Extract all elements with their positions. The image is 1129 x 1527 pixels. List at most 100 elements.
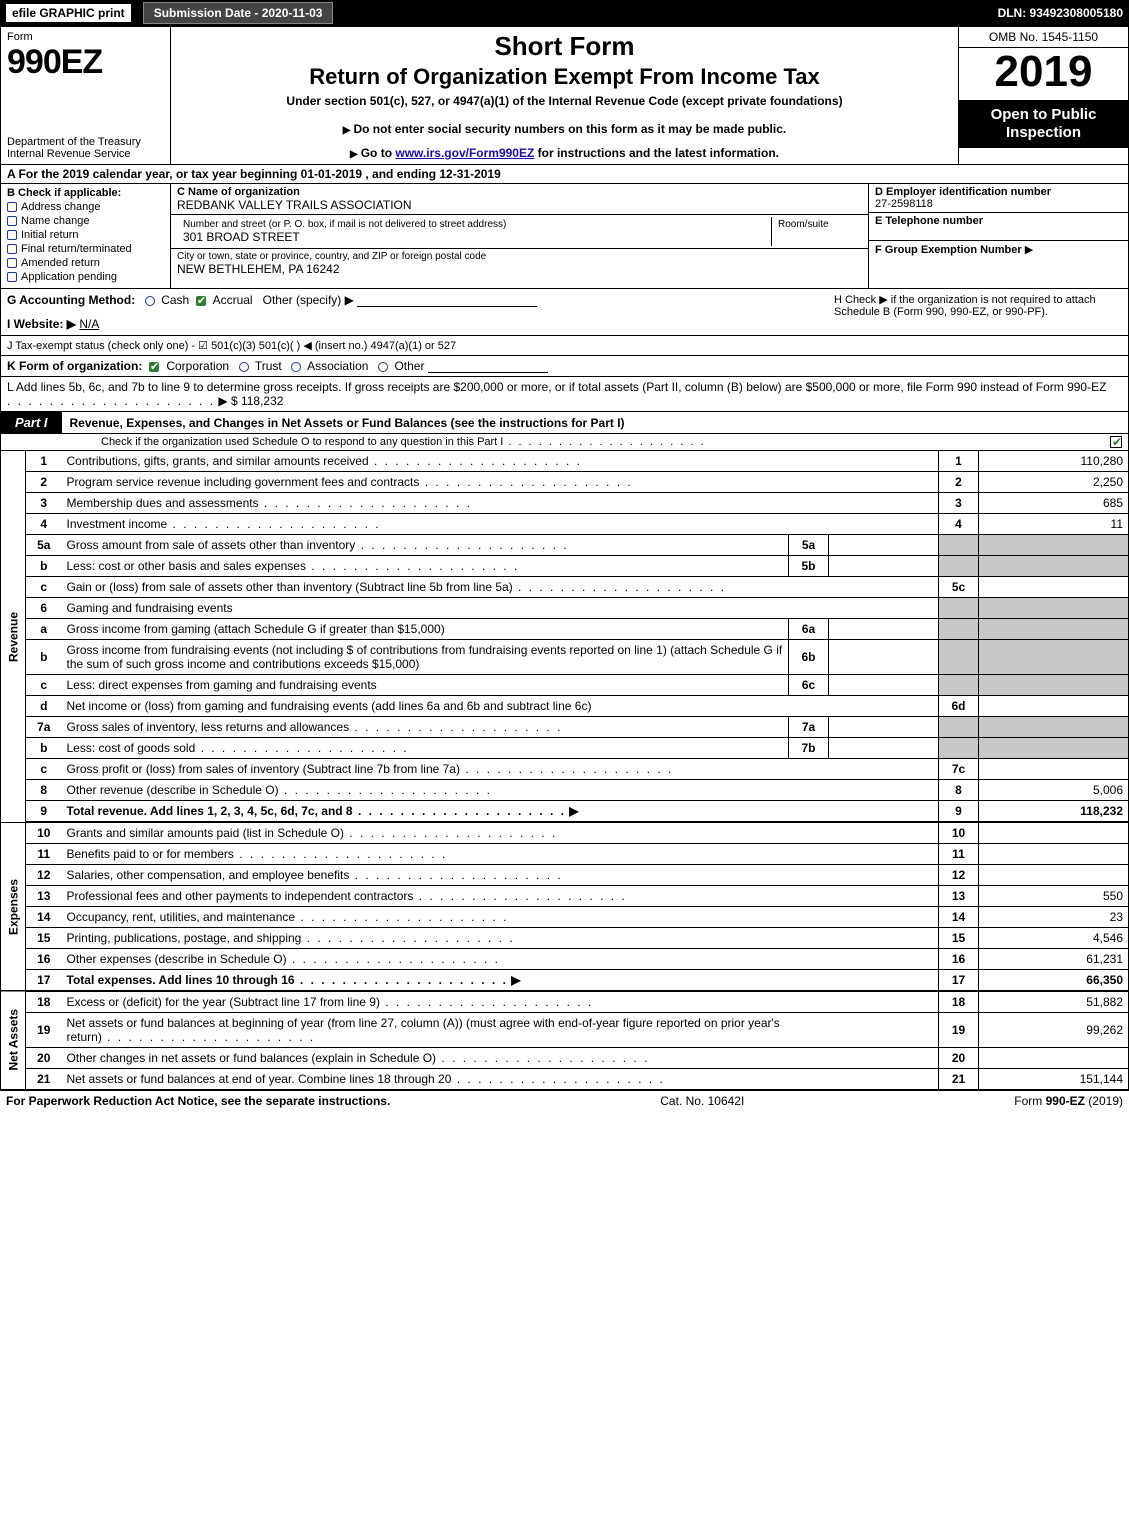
tax-year: 2019	[959, 48, 1128, 100]
radio-other[interactable]	[378, 362, 388, 372]
chk-initial-return[interactable]: Initial return	[7, 229, 164, 241]
under-section-text: Under section 501(c), 527, or 4947(a)(1)…	[179, 94, 950, 108]
line-8: 8 Other revenue (describe in Schedule O)…	[1, 780, 1129, 801]
k-label: K Form of organization:	[7, 359, 142, 373]
part-i-schedule-o-checkbox[interactable]	[1110, 436, 1122, 448]
chk-address-change[interactable]: Address change	[7, 201, 164, 213]
amt-8: 5,006	[979, 780, 1129, 801]
row-a-tax-year: A For the 2019 calendar year, or tax yea…	[0, 165, 1129, 184]
form-header: Form 990EZ Department of the Treasury In…	[0, 26, 1129, 165]
chk-accrual[interactable]	[196, 296, 206, 306]
line-5b: b Less: cost or other basis and sales ex…	[1, 556, 1129, 577]
l-text: L Add lines 5b, 6c, and 7b to line 9 to …	[7, 380, 1106, 394]
goto-prefix: Go to	[350, 146, 395, 160]
amt-2: 2,250	[979, 472, 1129, 493]
row-l-gross-receipts: L Add lines 5b, 6c, and 7b to line 9 to …	[0, 377, 1129, 412]
chk-amended-return[interactable]: Amended return	[7, 257, 164, 269]
irs-link[interactable]: www.irs.gov/Form990EZ	[395, 146, 534, 160]
amt-18: 51,882	[979, 991, 1129, 1013]
line-17: 17 Total expenses. Add lines 10 through …	[1, 970, 1129, 992]
row-j-tax-exempt: J Tax-exempt status (check only one) - ☑…	[0, 336, 1129, 356]
short-form-title: Short Form	[179, 31, 950, 62]
amt-13: 550	[979, 886, 1129, 907]
row-g: G Accounting Method: Cash Accrual Other …	[7, 293, 822, 307]
line-2: 2 Program service revenue including gove…	[1, 472, 1129, 493]
efile-print-label[interactable]: efile GRAPHIC print	[6, 4, 131, 22]
radio-trust[interactable]	[239, 362, 249, 372]
part-i-sub: Check if the organization used Schedule …	[0, 434, 1129, 451]
chk-final-return[interactable]: Final return/terminated	[7, 243, 164, 255]
b-letter: B	[7, 187, 15, 199]
submission-date-label: Submission Date - 2020-11-03	[143, 2, 334, 24]
g-other-field[interactable]	[357, 293, 537, 307]
g-label: G Accounting Method:	[7, 293, 135, 307]
line-11: 11 Benefits paid to or for members 11	[1, 844, 1129, 865]
radio-association[interactable]	[291, 362, 301, 372]
dln-label: DLN: 93492308005180	[998, 6, 1123, 20]
top-bar: efile GRAPHIC print Submission Date - 20…	[0, 0, 1129, 26]
page-footer: For Paperwork Reduction Act Notice, see …	[0, 1090, 1129, 1111]
header-right: OMB No. 1545-1150 2019 Open to Public In…	[958, 27, 1128, 164]
form-number: 990EZ	[7, 43, 164, 82]
open-to-public-inspection: Open to Public Inspection	[959, 100, 1128, 148]
line-5c: c Gain or (loss) from sale of assets oth…	[1, 577, 1129, 598]
line-7c: c Gross profit or (loss) from sales of i…	[1, 759, 1129, 780]
amt-11	[979, 844, 1129, 865]
section-b-check-applicable: B Check if applicable: Address change Na…	[1, 184, 171, 288]
c-city: NEW BETHLEHEM, PA 16242	[177, 262, 862, 276]
net-assets-section-label: Net Assets	[1, 991, 26, 1090]
footer-cat-no: Cat. No. 10642I	[660, 1094, 744, 1108]
dept-treasury: Department of the Treasury	[7, 136, 164, 148]
amt-19: 99,262	[979, 1013, 1129, 1048]
line-7b: b Less: cost of goods sold 7b	[1, 738, 1129, 759]
line-6b: b Gross income from fundraising events (…	[1, 640, 1129, 675]
c-org-name: REDBANK VALLEY TRAILS ASSOCIATION	[177, 198, 862, 212]
line-10: Expenses 10 Grants and similar amounts p…	[1, 822, 1129, 844]
part-i-tab: Part I	[1, 412, 62, 433]
row-h: H Check ▶ if the organization is not req…	[828, 289, 1128, 335]
d-ein-label: D Employer identification number	[875, 186, 1122, 198]
line-6c: c Less: direct expenses from gaming and …	[1, 675, 1129, 696]
line-14: 14 Occupancy, rent, utilities, and maint…	[1, 907, 1129, 928]
chk-corporation[interactable]	[149, 362, 159, 372]
section-bcdef: B Check if applicable: Address change Na…	[0, 184, 1129, 289]
header-left: Form 990EZ Department of the Treasury In…	[1, 27, 171, 164]
amt-20	[979, 1048, 1129, 1069]
line-6: 6 Gaming and fundraising events	[1, 598, 1129, 619]
amt-12	[979, 865, 1129, 886]
section-c-org-info: C Name of organization REDBANK VALLEY TR…	[171, 184, 868, 288]
revenue-section-label: Revenue	[1, 451, 26, 822]
i-label: I Website: ▶	[7, 317, 76, 331]
amt-16: 61,231	[979, 949, 1129, 970]
row-k-form-of-org: K Form of organization: Corporation Trus…	[0, 356, 1129, 377]
line-12: 12 Salaries, other compensation, and emp…	[1, 865, 1129, 886]
line-1: Revenue 1 Contributions, gifts, grants, …	[1, 451, 1129, 472]
amt-14: 23	[979, 907, 1129, 928]
line-9: 9 Total revenue. Add lines 1, 2, 3, 4, 5…	[1, 801, 1129, 823]
k-other-field[interactable]	[428, 359, 548, 373]
line-18: Net Assets 18 Excess or (deficit) for th…	[1, 991, 1129, 1013]
line-20: 20 Other changes in net assets or fund b…	[1, 1048, 1129, 1069]
form-word: Form	[7, 31, 164, 43]
goto-suffix: for instructions and the latest informat…	[534, 146, 779, 160]
line-16: 16 Other expenses (describe in Schedule …	[1, 949, 1129, 970]
f-group-exemption-label: F Group Exemption Number	[875, 244, 1022, 256]
radio-cash[interactable]	[145, 296, 155, 306]
c-city-label: City or town, state or province, country…	[177, 251, 862, 262]
row-i: I Website: ▶ N/A	[7, 317, 822, 331]
section-def: D Employer identification number 27-2598…	[868, 184, 1128, 288]
header-title-block: Short Form Return of Organization Exempt…	[171, 27, 958, 164]
amt-1: 110,280	[979, 451, 1129, 472]
part-i-sub-text: Check if the organization used Schedule …	[101, 436, 1102, 448]
return-title: Return of Organization Exempt From Incom…	[179, 64, 950, 90]
chk-application-pending[interactable]: Application pending	[7, 271, 164, 283]
c-street-label: Number and street (or P. O. box, if mail…	[183, 219, 765, 230]
dept-irs: Internal Revenue Service	[7, 148, 164, 160]
amt-17: 66,350	[979, 970, 1129, 992]
chk-name-change[interactable]: Name change	[7, 215, 164, 227]
amt-6d	[979, 696, 1129, 717]
expenses-section-label: Expenses	[1, 822, 26, 991]
amt-21: 151,144	[979, 1069, 1129, 1090]
amt-5c	[979, 577, 1129, 598]
line-21: 21 Net assets or fund balances at end of…	[1, 1069, 1129, 1090]
